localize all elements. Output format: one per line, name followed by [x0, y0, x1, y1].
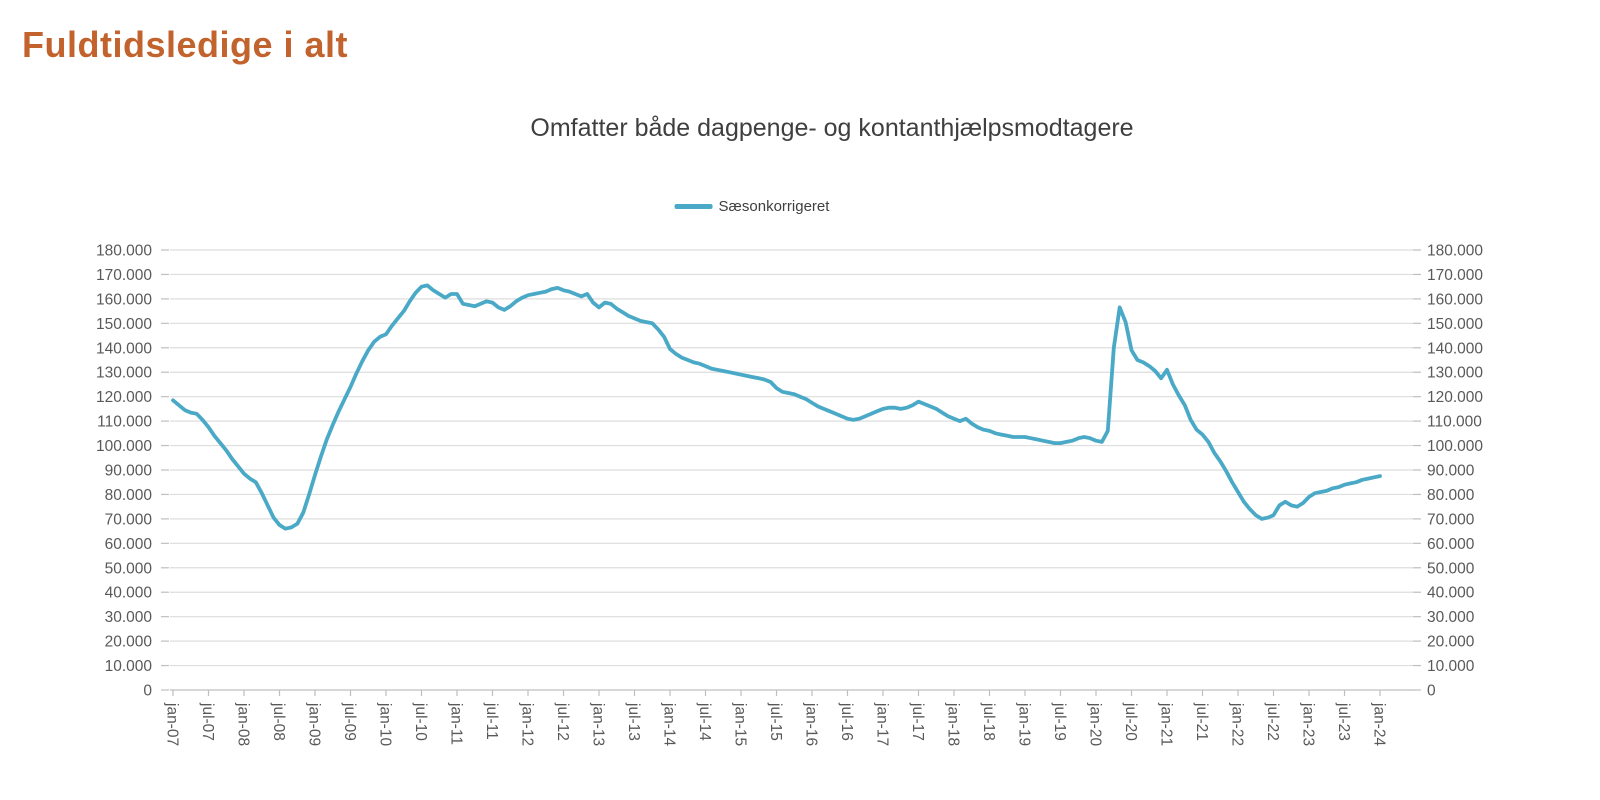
x-axis-label: jan-18 [945, 702, 962, 746]
y-axis-label-left: 30.000 [105, 609, 153, 626]
x-axis-label: jan-22 [1229, 702, 1246, 746]
y-axis-label-right: 40.000 [1427, 585, 1475, 602]
x-axis-label: jul-08 [270, 702, 287, 741]
x-axis-label: jan-23 [1300, 702, 1317, 746]
x-axis-label: jan-07 [164, 702, 181, 746]
y-axis-label-left: 150.000 [96, 316, 152, 333]
y-axis-label-right: 120.000 [1427, 389, 1483, 406]
y-axis-label-left: 120.000 [96, 389, 152, 406]
x-axis-label: jan-17 [874, 702, 891, 746]
y-axis-label-left: 160.000 [96, 291, 152, 308]
x-axis-label: jan-14 [661, 702, 678, 746]
y-axis-label-left: 90.000 [105, 463, 153, 480]
x-axis-label: jan-21 [1158, 702, 1175, 746]
y-axis-label-right: 140.000 [1427, 340, 1483, 357]
x-axis-label: jul-15 [767, 702, 784, 741]
y-axis-label-right: 30.000 [1427, 609, 1475, 626]
x-axis-label: jul-18 [980, 702, 997, 741]
y-axis-label-left: 140.000 [96, 340, 152, 357]
y-axis-label-right: 150.000 [1427, 316, 1483, 333]
x-axis-label: jan-08 [235, 702, 252, 746]
x-axis-label: jan-20 [1087, 702, 1104, 746]
x-axis-label: jul-07 [199, 702, 216, 741]
y-axis-label-right: 160.000 [1427, 291, 1483, 308]
x-axis-label: jul-12 [554, 702, 571, 741]
page-title: Fuldtidsledige i alt [22, 24, 349, 65]
y-axis-label-left: 40.000 [105, 585, 153, 602]
x-axis-label: jan-10 [377, 702, 394, 746]
legend-line-swatch-icon [674, 204, 713, 209]
y-axis-label-right: 180.000 [1427, 243, 1483, 260]
y-axis-label-right: 80.000 [1427, 487, 1475, 504]
y-axis-label-left: 100.000 [96, 438, 152, 455]
x-axis-label: jul-19 [1051, 702, 1068, 741]
x-axis-label: jul-13 [625, 702, 642, 741]
y-axis-label-left: 20.000 [105, 634, 153, 651]
y-axis-label-right: 20.000 [1427, 634, 1475, 651]
x-axis-label: jan-12 [519, 702, 536, 746]
y-axis-label-right: 0 [1427, 683, 1436, 700]
y-axis-label-left: 110.000 [97, 414, 152, 431]
y-axis-label-left: 180.000 [96, 243, 152, 260]
y-axis-label-left: 0 [143, 683, 152, 700]
y-axis-label-left: 70.000 [105, 511, 153, 528]
x-axis-label: jan-15 [732, 702, 749, 746]
y-axis-label-right: 130.000 [1427, 365, 1483, 382]
chart-legend: Sæsonkorrigeret [674, 198, 830, 215]
x-axis-label: jan-24 [1371, 702, 1388, 746]
y-axis-label-left: 50.000 [105, 560, 153, 577]
x-axis-label: jul-22 [1264, 702, 1281, 741]
y-axis-label-left: 130.000 [96, 365, 152, 382]
y-axis-label-right: 60.000 [1427, 536, 1475, 553]
y-axis-label-right: 10.000 [1427, 658, 1475, 675]
y-axis-label-right: 90.000 [1427, 463, 1475, 480]
y-axis-label-right: 170.000 [1427, 267, 1483, 284]
x-axis-label: jul-20 [1122, 702, 1139, 741]
series-line-saesonkorrigeret [171, 283, 1382, 531]
chart-subtitle: Omfatter både dagpenge- og kontanthjælps… [530, 114, 1134, 142]
y-axis-label-right: 50.000 [1427, 560, 1475, 577]
x-axis-label: jan-19 [1016, 702, 1033, 746]
x-axis-label: jul-09 [341, 702, 358, 741]
y-axis-label-left: 60.000 [105, 536, 153, 553]
x-axis-label: jan-11 [448, 702, 465, 745]
y-axis-label-right: 110.000 [1427, 414, 1482, 431]
x-axis-label: jan-09 [306, 702, 323, 746]
y-axis-label-left: 80.000 [105, 487, 153, 504]
x-axis-label: jul-10 [412, 702, 429, 741]
x-axis-label: jul-21 [1193, 702, 1210, 741]
x-axis-label: jul-23 [1335, 702, 1352, 741]
x-axis-label: jan-16 [803, 702, 820, 746]
y-axis-label-left: 10.000 [105, 658, 153, 675]
x-axis-label: jul-11 [483, 702, 500, 740]
x-axis-label: jul-16 [838, 702, 855, 741]
y-axis-label-right: 100.000 [1427, 438, 1483, 455]
x-axis-label: jul-17 [909, 702, 926, 741]
y-axis-label-left: 170.000 [96, 267, 152, 284]
legend-label: Sæsonkorrigeret [718, 198, 830, 215]
y-axis-label-right: 70.000 [1427, 511, 1475, 528]
x-axis-label: jul-14 [696, 702, 713, 741]
x-axis-label: jan-13 [590, 702, 607, 746]
